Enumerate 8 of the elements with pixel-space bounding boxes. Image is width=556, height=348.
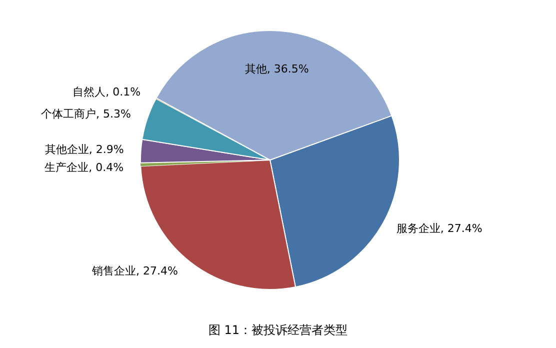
slice-label: 其他, 36.5% — [244, 62, 309, 76]
slice-label: 生产企业, 0.4% — [44, 161, 124, 174]
slice-label: 个体工商户, 5.3% — [41, 107, 131, 120]
slice-label: 服务企业, 27.4% — [396, 222, 482, 236]
slice-label: 其他企业, 2.9% — [44, 143, 124, 156]
text: 图 11：被投诉经营者类型 — [207, 322, 349, 339]
slice-label: 自然人, 0.1% — [72, 86, 141, 99]
slice-label: 销售企业, 27.4% — [91, 264, 178, 278]
